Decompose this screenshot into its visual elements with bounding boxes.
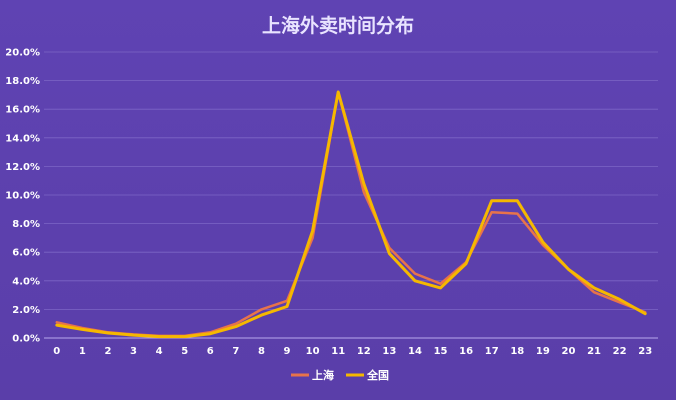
y-tick-label: 8.0% bbox=[12, 219, 40, 230]
x-tick-label: 2 bbox=[104, 346, 111, 357]
x-tick-label: 22 bbox=[613, 346, 627, 357]
x-tick-label: 9 bbox=[284, 346, 291, 357]
x-axis-ticks: 0 1 2 3 4 5 6 7 8 9 10 11 12 13 14 15 16 17 18 19 20 21 22 23 bbox=[53, 346, 652, 357]
x-tick-label: 3 bbox=[130, 346, 137, 357]
x-tick-label: 21 bbox=[587, 346, 601, 357]
x-tick-label: 1 bbox=[79, 346, 86, 357]
series-line-1 bbox=[55, 90, 647, 338]
x-tick-label: 11 bbox=[331, 346, 345, 357]
legend-label: 上海 bbox=[312, 368, 334, 382]
y-tick-label: 4.0% bbox=[12, 276, 40, 287]
chart-title: 上海外卖时间分布 bbox=[262, 14, 414, 37]
y-tick-label: 10.0% bbox=[5, 191, 40, 202]
x-tick-label: 19 bbox=[536, 346, 550, 357]
legend-label: 全国 bbox=[366, 368, 389, 382]
x-tick-label: 14 bbox=[408, 346, 422, 357]
y-tick-label: 6.0% bbox=[12, 248, 40, 259]
x-tick-label: 16 bbox=[459, 346, 473, 357]
y-axis-ticks: 0.0% 2.0% 4.0% 6.0% 8.0% 10.0% 12.0% 14.0% 16.0%… bbox=[5, 48, 40, 345]
legend: 上海 全国 bbox=[291, 368, 389, 382]
x-tick-label: 7 bbox=[232, 346, 239, 357]
x-tick-label: 10 bbox=[306, 346, 320, 357]
x-tick-label: 17 bbox=[485, 346, 499, 357]
y-tick-label: 18.0% bbox=[5, 76, 40, 87]
y-tick-label: 16.0% bbox=[5, 105, 40, 116]
y-tick-label: 14.0% bbox=[5, 133, 40, 144]
y-tick-label: 12.0% bbox=[5, 162, 40, 173]
y-tick-label: 2.0% bbox=[12, 305, 40, 316]
x-tick-label: 12 bbox=[357, 346, 371, 357]
x-tick-label: 20 bbox=[561, 346, 575, 357]
y-tick-label: 20.0% bbox=[5, 48, 40, 59]
x-tick-label: 18 bbox=[510, 346, 524, 357]
x-tick-label: 0 bbox=[53, 346, 60, 357]
x-tick-label: 6 bbox=[207, 346, 214, 357]
x-tick-label: 23 bbox=[638, 346, 652, 357]
x-tick-label: 8 bbox=[258, 346, 265, 357]
series-line-2 bbox=[55, 90, 647, 339]
x-tick-label: 15 bbox=[434, 346, 448, 357]
y-tick-label: 0.0% bbox=[12, 334, 40, 345]
x-tick-label: 4 bbox=[156, 346, 163, 357]
x-tick-label: 13 bbox=[382, 346, 396, 357]
gridlines bbox=[44, 51, 658, 339]
x-tick-label: 5 bbox=[181, 346, 188, 357]
series-lines bbox=[55, 90, 647, 339]
